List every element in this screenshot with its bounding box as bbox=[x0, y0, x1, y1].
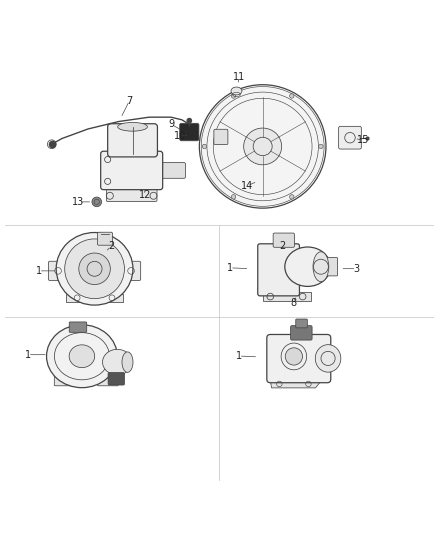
Text: 1: 1 bbox=[35, 266, 42, 276]
Text: 1: 1 bbox=[227, 263, 233, 273]
Text: 8: 8 bbox=[290, 298, 296, 308]
Ellipse shape bbox=[122, 352, 133, 373]
Ellipse shape bbox=[313, 252, 329, 281]
Circle shape bbox=[231, 195, 236, 199]
Circle shape bbox=[79, 253, 110, 285]
Ellipse shape bbox=[118, 123, 148, 131]
Circle shape bbox=[319, 144, 323, 149]
FancyBboxPatch shape bbox=[327, 257, 338, 276]
Ellipse shape bbox=[102, 349, 132, 375]
FancyBboxPatch shape bbox=[98, 375, 118, 386]
Ellipse shape bbox=[69, 345, 95, 368]
Text: 1: 1 bbox=[25, 350, 31, 360]
FancyBboxPatch shape bbox=[273, 233, 294, 247]
FancyBboxPatch shape bbox=[290, 326, 312, 340]
FancyBboxPatch shape bbox=[54, 375, 75, 386]
FancyBboxPatch shape bbox=[121, 261, 141, 280]
FancyBboxPatch shape bbox=[180, 123, 199, 141]
Text: 9: 9 bbox=[168, 119, 174, 129]
Polygon shape bbox=[270, 379, 322, 388]
FancyBboxPatch shape bbox=[339, 126, 361, 149]
Text: 1: 1 bbox=[236, 351, 242, 361]
FancyBboxPatch shape bbox=[106, 185, 157, 201]
Ellipse shape bbox=[199, 85, 326, 208]
Circle shape bbox=[285, 348, 303, 365]
Circle shape bbox=[231, 94, 236, 98]
FancyBboxPatch shape bbox=[101, 151, 162, 190]
FancyBboxPatch shape bbox=[69, 322, 87, 333]
Circle shape bbox=[65, 239, 124, 298]
Ellipse shape bbox=[46, 325, 117, 387]
Text: 15: 15 bbox=[357, 135, 369, 145]
Ellipse shape bbox=[244, 128, 282, 165]
Ellipse shape bbox=[56, 232, 133, 305]
Text: 7: 7 bbox=[127, 95, 133, 106]
FancyBboxPatch shape bbox=[214, 130, 228, 144]
Ellipse shape bbox=[315, 345, 341, 372]
Text: 11: 11 bbox=[233, 71, 245, 82]
Polygon shape bbox=[263, 293, 311, 301]
FancyBboxPatch shape bbox=[258, 244, 300, 296]
Text: 3: 3 bbox=[353, 264, 360, 273]
Text: 12: 12 bbox=[138, 190, 151, 200]
FancyBboxPatch shape bbox=[159, 163, 185, 179]
Polygon shape bbox=[67, 294, 123, 302]
Circle shape bbox=[290, 195, 294, 199]
FancyBboxPatch shape bbox=[108, 124, 157, 157]
FancyBboxPatch shape bbox=[296, 319, 307, 328]
FancyBboxPatch shape bbox=[267, 335, 331, 383]
Circle shape bbox=[92, 197, 102, 207]
Circle shape bbox=[187, 118, 191, 123]
Circle shape bbox=[290, 94, 294, 98]
Text: 2: 2 bbox=[108, 241, 114, 251]
Circle shape bbox=[202, 144, 207, 149]
Text: 14: 14 bbox=[241, 181, 254, 191]
Ellipse shape bbox=[231, 87, 242, 95]
Text: 13: 13 bbox=[72, 197, 85, 207]
Ellipse shape bbox=[285, 247, 330, 286]
Text: 2: 2 bbox=[279, 240, 286, 251]
FancyBboxPatch shape bbox=[108, 373, 124, 385]
FancyBboxPatch shape bbox=[97, 232, 113, 245]
Text: 10: 10 bbox=[173, 131, 186, 141]
FancyBboxPatch shape bbox=[49, 261, 67, 280]
